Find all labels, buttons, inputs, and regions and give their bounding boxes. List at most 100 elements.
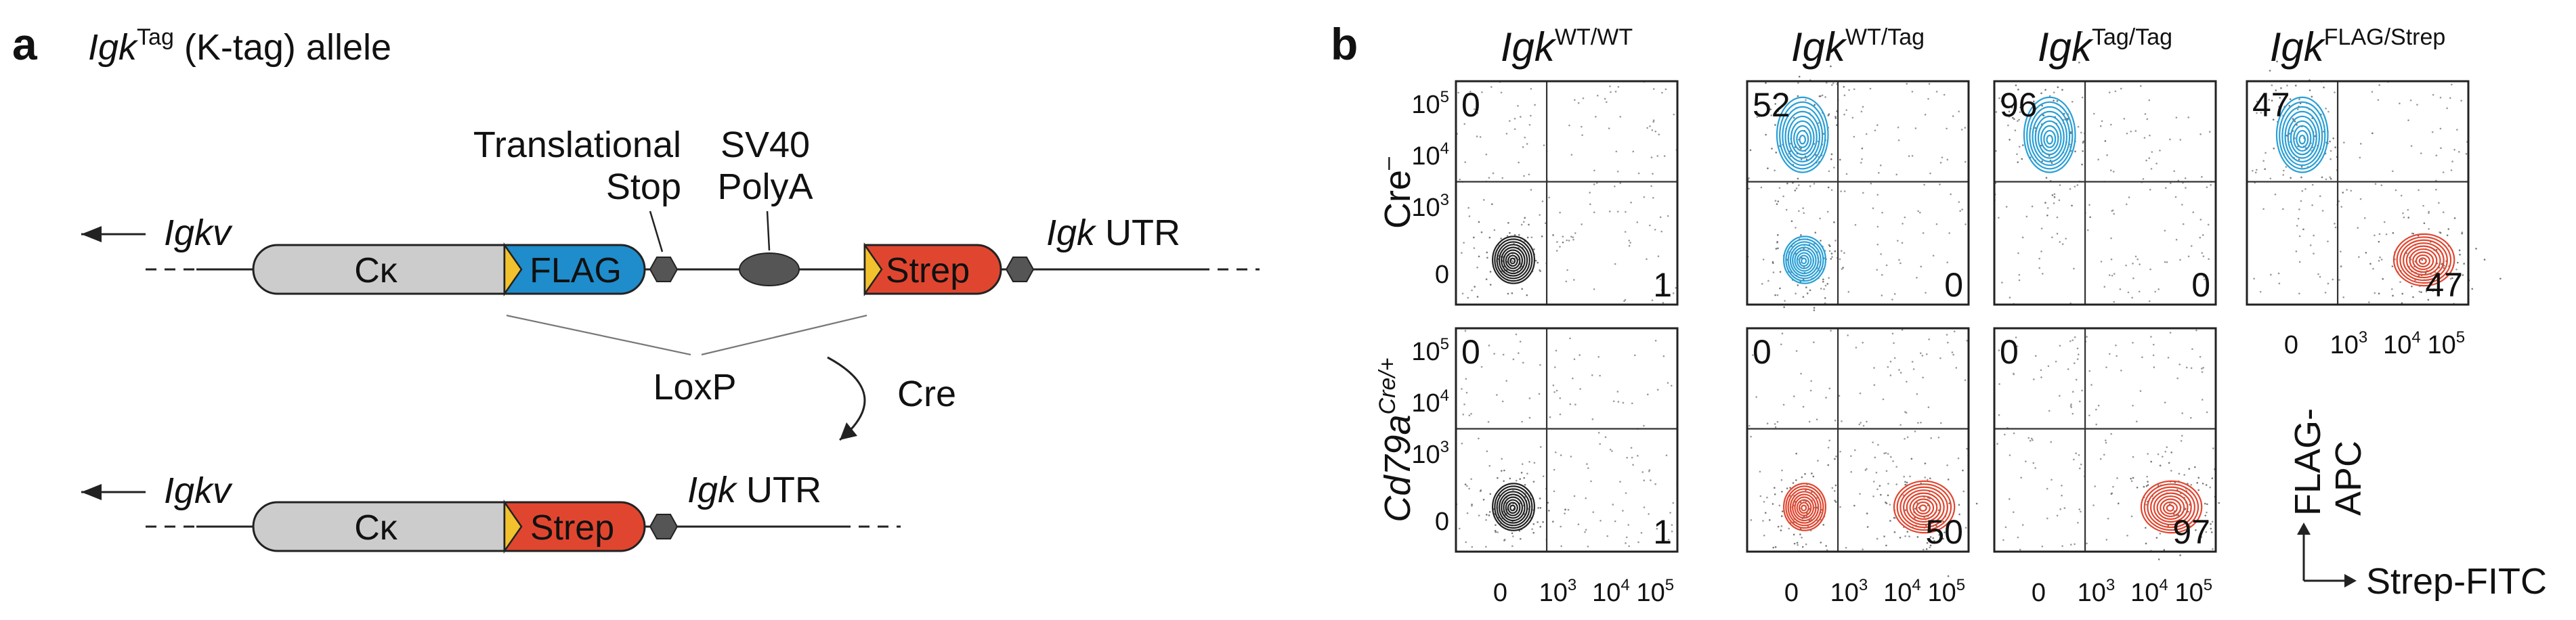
event-dot — [1646, 127, 1648, 129]
event-dot — [2110, 433, 2112, 435]
event-dot — [2126, 534, 2128, 537]
event-dot — [1879, 164, 1882, 167]
event-dot — [1801, 536, 1803, 539]
event-dot — [2471, 288, 2474, 290]
event-dot — [1585, 497, 1587, 500]
event-dot — [1528, 460, 1530, 463]
event-dot — [2146, 118, 2149, 120]
event-dot — [1637, 541, 1639, 544]
event-dot — [2330, 177, 2332, 180]
event-dot — [1821, 94, 1824, 97]
event-dot — [2073, 458, 2075, 461]
column-title: IgkWT/Tag — [1791, 24, 1925, 70]
event-dot — [1579, 388, 1581, 390]
event-dot — [1881, 273, 1883, 276]
event-dot — [1461, 388, 1463, 390]
event-dot — [1528, 397, 1531, 399]
event-dot — [2080, 510, 2082, 513]
event-dot — [2053, 202, 2055, 204]
event-dot — [1609, 448, 1612, 451]
event-dot — [2181, 435, 2183, 437]
event-dot — [2092, 504, 2095, 506]
event-dot — [2132, 456, 2134, 458]
event-dot — [2277, 272, 2280, 275]
event-dot — [1786, 487, 1788, 489]
event-dot — [1470, 478, 1472, 481]
event-dot — [2409, 99, 2412, 102]
event-dot — [1650, 156, 1653, 158]
event-dot — [1904, 216, 1906, 219]
event-dot — [2453, 148, 2455, 151]
event-dot — [2164, 450, 2167, 453]
x-tick-label: 103 — [1539, 576, 1577, 607]
y-axis-label-1: FLAG- — [2288, 408, 2328, 516]
event-dot — [1834, 500, 1836, 502]
event-dot — [1593, 183, 1595, 185]
event-dot — [1924, 462, 1927, 464]
event-dot — [1899, 262, 1902, 265]
event-dot — [2040, 92, 2042, 95]
event-dot — [1825, 545, 1827, 547]
event-dot — [2046, 214, 2048, 217]
event-dot — [1827, 464, 1830, 466]
event-dot — [1885, 470, 1888, 472]
event-dot — [2145, 542, 2147, 545]
event-dot — [1526, 294, 1528, 296]
event-dot — [1861, 147, 1864, 150]
event-dot — [1880, 493, 1882, 496]
event-dot — [1659, 278, 1662, 281]
contour-line — [2392, 233, 2455, 287]
event-dot — [2148, 300, 2151, 303]
event-dot — [1496, 394, 1498, 396]
event-dot — [1842, 267, 1844, 269]
event-dot — [2199, 236, 2202, 239]
event-dot — [1566, 269, 1568, 271]
stop-hexagon-1 — [649, 257, 679, 282]
event-dot — [1932, 254, 1935, 257]
event-dot — [2271, 99, 2273, 102]
contour-line — [1492, 236, 1536, 284]
event-dot — [2134, 255, 2137, 258]
event-dot — [2202, 483, 2204, 485]
event-dot — [1667, 382, 1669, 384]
x-tick-exp: 4 — [2159, 576, 2168, 594]
contour-line — [2418, 257, 2427, 265]
event-dot — [1914, 127, 1917, 129]
event-dot — [2271, 84, 2273, 87]
event-dot — [2145, 527, 2147, 529]
event-dot — [1763, 501, 1765, 503]
event-dot — [1595, 182, 1598, 184]
event-dot — [1800, 372, 1802, 375]
event-dot — [1669, 512, 1671, 514]
event-dot — [2428, 227, 2430, 230]
ck-label-2: Cκ — [354, 508, 398, 548]
event-dot — [2296, 225, 2298, 227]
event-dot — [2018, 279, 2021, 282]
event-dot — [1636, 221, 1639, 223]
event-dot — [1562, 236, 1564, 238]
contour-line — [2037, 120, 2062, 156]
event-dot — [1960, 129, 1963, 131]
event-dot — [2033, 106, 2035, 109]
event-dot — [1919, 352, 1922, 355]
contour-line — [1501, 246, 1526, 275]
event-dot — [2128, 196, 2130, 198]
event-dot — [2164, 187, 2167, 190]
flag-box — [503, 244, 646, 295]
event-dot — [1845, 546, 1847, 549]
cre-arrowhead — [840, 422, 857, 440]
event-dot — [1542, 475, 1545, 477]
event-dot — [1488, 514, 1490, 516]
event-dot — [2042, 114, 2045, 116]
event-dot — [2019, 111, 2021, 114]
event-dot — [1471, 504, 1473, 506]
event-dot — [1471, 289, 1473, 292]
contour-line — [2162, 501, 2178, 514]
event-dot — [1553, 366, 1556, 368]
flow-plot: 097 — [1993, 327, 2220, 560]
event-dot — [1802, 207, 1804, 209]
event-dot — [2407, 119, 2409, 122]
event-dot — [1748, 187, 1750, 190]
event-dot — [2432, 93, 2434, 96]
